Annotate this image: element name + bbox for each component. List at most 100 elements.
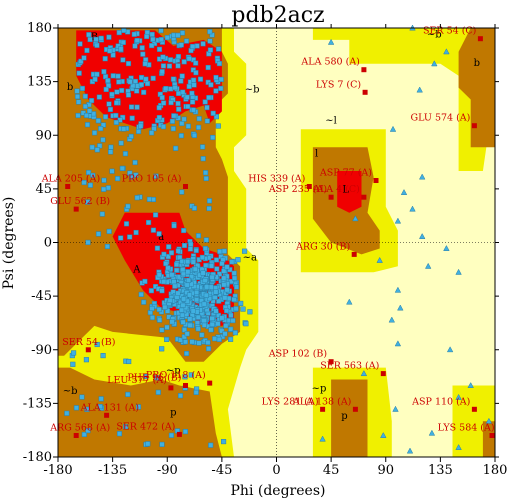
labeled-residue-12: SER 54 (B) [62,337,115,353]
residue-point-other [125,391,131,397]
outlier-label: SER 54 (C) [423,26,476,37]
residue-point-alpha [182,339,189,345]
residue-point-alpha [188,241,194,247]
outlier-point [168,385,174,391]
region-label-7: b [474,58,480,69]
residue-point-alpha [208,327,214,333]
residue-point-bridge [154,245,160,251]
residue-point-beta [110,52,116,58]
residue-point-beta [115,43,121,49]
residue-point-beta [178,78,184,84]
residue-point-beta [131,31,137,37]
glycine-point [467,381,474,388]
residue-point-alpha [201,318,207,324]
residue-point-alpha [167,297,173,303]
residue-point-alpha [185,259,191,265]
residue-annotations: SER 54 (C) ALA 580 (A) LYS 7 (C) GLU 574 (A… [41,26,495,438]
residue-point-beta [86,32,92,38]
residue-point-bridge [92,130,98,136]
residue-point-alpha [159,288,165,294]
residue-point-bridge [132,159,138,166]
residue-point-beta [190,67,196,73]
outlier-point [352,406,358,412]
residue-point-beta [204,118,210,124]
residue-point-beta [120,57,126,63]
labeled-residue-1: ALA 580 (A) [300,57,367,73]
residue-point-bridge [179,189,185,195]
outlier-label: PRO 105 (A) [122,174,182,185]
residue-point-beta [185,123,191,129]
labeled-residue-11: ARG 30 (B) [295,241,357,257]
residue-point-other [182,374,188,380]
x-axis-ticks: -180 -135 -90 -45 0 45 90 135 180 [43,24,507,478]
residue-point-alpha [180,319,186,325]
residue-point-beta [141,89,147,95]
residue-point-bridge [128,133,134,139]
residue-point-beta [216,61,222,67]
labeled-residue-9: ASP 77 (A) [319,168,379,183]
residue-point-bridge [206,198,213,204]
residue-point-bridge [115,176,121,182]
residue-point-other [182,429,188,435]
residue-point-beta [102,56,108,62]
residue-point-alpha [224,264,230,270]
residue-point-alpha [184,282,190,288]
residue-point-alpha [164,336,170,342]
residue-point-alpha [221,282,227,288]
glycine-point [409,205,416,212]
glycine-point [446,346,454,353]
residue-point-beta [160,124,166,130]
residue-point-beta [170,76,176,82]
y-tick-label: -90 [31,343,52,358]
outlier-label: LYS 7 (C) [316,79,361,90]
x-tick-label: 135 [428,463,453,478]
residue-point-bridge [203,175,209,182]
glycine-point [428,429,436,436]
residue-point-beta [186,56,192,62]
glycine-point [389,125,397,132]
labeled-residue-6: PRO 105 (A) [122,174,188,189]
residue-point-alpha [214,266,220,272]
residue-point-alpha [195,314,201,320]
glycine-point [380,431,387,438]
residue-point-alpha [201,301,207,307]
residue-point-alpha [193,247,199,254]
residue-point-alpha [174,267,180,273]
residue-point-beta [169,118,175,124]
residue-point-alpha [213,308,219,314]
residue-point-alpha [195,326,201,332]
residue-point-bridge [136,128,142,135]
outlier-label: ASP 102 (B) [268,349,327,360]
residue-point-alpha [228,326,234,332]
glycine-point [394,286,402,293]
residue-point-beta [160,54,166,60]
residue-point-other [177,393,184,399]
residue-point-beta [168,86,174,92]
region-label-6: ~b [427,30,442,41]
residue-point-bridge [203,170,209,176]
residue-point-bridge [146,219,152,226]
residue-point-beta [144,33,150,40]
residue-point-bridge [81,179,87,186]
residue-point-alpha [199,254,205,260]
residue-point-alpha [180,302,186,308]
labeled-residue-8: ASP 235 (A) [268,184,334,200]
residue-point-other [70,361,76,367]
residue-point-other [85,428,91,434]
outlier-label: LEU 577 (A) [107,375,167,386]
outlier-point [176,431,182,437]
residue-point-beta [144,81,151,87]
residue-point-other [116,431,123,437]
residue-point-bridge [149,130,155,136]
residue-point-alpha [221,275,227,281]
region-label-8: A [132,264,141,275]
labeled-residue-19: ALA 131 (A) [80,402,139,418]
outlier-point [320,406,326,412]
residue-point-beta [132,43,138,49]
residue-point-beta [113,112,119,119]
residue-point-alpha [216,298,222,304]
residue-point-beta [82,103,88,109]
glycine-point [455,393,462,400]
residue-point-bridge [118,235,124,241]
x-tick-label: -90 [157,463,178,478]
